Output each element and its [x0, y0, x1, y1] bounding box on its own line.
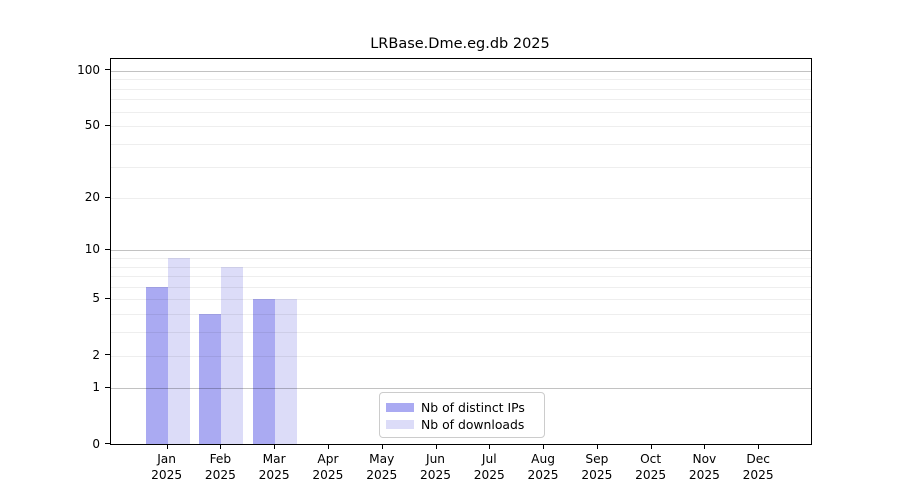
legend-entry-downloads: Nb of downloads	[380, 416, 544, 433]
gridline-60	[111, 111, 811, 113]
x-tick-mark-jun	[435, 444, 437, 449]
x-tick-mark-may	[381, 444, 383, 449]
bar-feb-downloads	[221, 266, 244, 445]
chart-title: LRBase.Dme.eg.db 2025	[370, 36, 550, 52]
legend-entry-distinct-ips: Nb of distinct IPs	[380, 399, 544, 416]
y-tick-mark-2	[105, 354, 110, 356]
x-tick-mark-sep	[596, 444, 598, 449]
legend-label-distinct-ips: Nb of distinct IPs	[421, 400, 525, 415]
legend-swatch-downloads	[386, 420, 414, 429]
y-tick-label-100: 100	[77, 62, 100, 77]
legend-swatch-distinct-ips	[386, 403, 414, 412]
x-tick-label-jan: Jan 2025	[151, 452, 183, 482]
bar-jan-distinct-ips	[145, 286, 168, 445]
gridline-50	[111, 126, 811, 128]
y-tick-label-2: 2	[92, 347, 100, 362]
x-tick-mark-nov	[704, 444, 706, 449]
gridline-6	[111, 286, 811, 288]
x-tick-label-apr: Apr 2025	[312, 452, 344, 482]
bar-mar-downloads	[275, 299, 298, 445]
y-tick-mark-5	[105, 297, 110, 299]
x-tick-label-feb: Feb 2025	[204, 452, 236, 482]
x-tick-mark-dec	[758, 444, 760, 449]
x-tick-label-oct: Oct 2025	[635, 452, 667, 482]
gridline-10	[111, 250, 811, 252]
y-tick-mark-1	[105, 386, 110, 388]
x-tick-label-sep: Sep 2025	[581, 452, 613, 482]
gridline-30	[111, 166, 811, 168]
gridline-70	[111, 99, 811, 101]
x-tick-label-jun: Jun 2025	[419, 452, 452, 482]
gridline-40	[111, 143, 811, 145]
x-tick-mark-oct	[650, 444, 652, 449]
gridline-7	[111, 276, 811, 278]
gridline-9	[111, 258, 811, 260]
bar-feb-distinct-ips	[199, 314, 222, 445]
bar-jan-downloads	[167, 258, 190, 445]
y-tick-label-0: 0	[92, 436, 100, 451]
x-tick-label-aug: Aug 2025	[527, 452, 559, 482]
gridline-90	[111, 79, 811, 81]
x-tick-mark-apr	[327, 444, 329, 449]
y-tick-label-20: 20	[84, 190, 100, 205]
y-tick-mark-50	[105, 124, 110, 126]
y-tick-mark-10	[105, 248, 110, 250]
y-tick-label-50: 50	[84, 118, 100, 133]
gridline-5	[111, 299, 811, 301]
x-tick-label-nov: Nov 2025	[688, 452, 720, 482]
gridline-100	[111, 70, 811, 72]
x-tick-label-may: May 2025	[366, 452, 398, 482]
y-tick-label-10: 10	[84, 242, 100, 257]
y-tick-mark-100	[105, 69, 110, 71]
x-tick-mark-feb	[220, 444, 222, 449]
y-tick-mark-0	[105, 443, 110, 444]
legend: Nb of distinct IPs Nb of downloads	[379, 392, 545, 438]
x-tick-label-jul: Jul 2025	[473, 452, 505, 482]
gridline-80	[111, 88, 811, 90]
x-tick-mark-aug	[543, 444, 545, 449]
x-tick-mark-jan	[166, 444, 168, 449]
bar-mar-distinct-ips	[253, 299, 276, 445]
x-tick-label-dec: Dec 2025	[742, 452, 774, 482]
x-tick-mark-mar	[274, 444, 276, 449]
plot-area	[110, 58, 812, 445]
x-tick-label-mar: Mar 2025	[258, 452, 290, 482]
x-tick-mark-jul	[489, 444, 491, 449]
legend-label-downloads: Nb of downloads	[421, 417, 525, 432]
y-tick-label-5: 5	[92, 291, 100, 306]
y-tick-label-1: 1	[92, 380, 100, 395]
y-tick-mark-20	[105, 196, 110, 198]
gridline-8	[111, 266, 811, 268]
gridline-20	[111, 198, 811, 200]
